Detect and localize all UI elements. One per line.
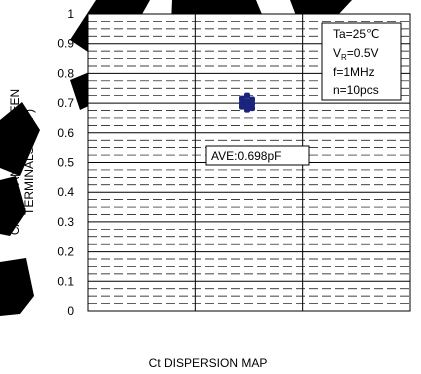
condition-vr: VR=0.5V <box>333 46 379 62</box>
data-point <box>244 92 250 99</box>
y-tick-label: 0.5 <box>57 156 74 170</box>
data-points <box>239 92 255 113</box>
condition-sample-count: n=10pcs <box>333 83 379 97</box>
y-axis-label-line-2: TERMINALS:Ct(pF) <box>22 109 36 215</box>
conditions-box: Ta=25℃ VR=0.5V f=1MHz n=10pcs <box>321 22 402 101</box>
condition-vr-prefix: V <box>333 46 341 60</box>
y-axis-label-line-1: CAPACITANCE BETWEEN <box>8 89 22 235</box>
condition-vr-value: =0.5V <box>347 46 379 60</box>
average-label: AVE:0.698pF <box>211 149 282 163</box>
y-tick-label: 0 <box>67 304 74 318</box>
y-tick-label: 0.3 <box>57 215 74 229</box>
data-point <box>239 103 245 110</box>
condition-frequency: f=1MHz <box>333 65 375 79</box>
chart-title: Ct DISPERSION MAP <box>149 356 268 370</box>
data-point <box>249 105 255 112</box>
y-tick-labels: 0 0.1 0.2 0.3 0.4 0.5 0.6 0.7 0.8 0.9 1 <box>57 7 74 318</box>
y-tick-label: 0.2 <box>57 245 74 259</box>
watermark-shape-6 <box>0 258 34 316</box>
y-tick-label: 1 <box>67 7 74 21</box>
y-tick-label: 0.8 <box>57 66 74 80</box>
y-tick-label: 0.4 <box>57 185 74 199</box>
y-tick-label: 0.6 <box>57 126 74 140</box>
average-box: AVE:0.698pF <box>205 145 310 166</box>
data-point <box>249 100 255 107</box>
data-point <box>239 95 245 102</box>
watermark-shape-4 <box>0 102 40 176</box>
y-tick-label: 0.7 <box>57 96 74 110</box>
condition-ta: Ta=25℃ <box>333 27 380 41</box>
y-axis-label: CAPACITANCE BETWEEN TERMINALS:Ct(pF) <box>8 89 36 235</box>
condition-vr-subscript: R <box>341 53 347 62</box>
y-tick-label: 0.9 <box>57 37 74 51</box>
y-tick-label: 0.1 <box>57 274 74 288</box>
data-point <box>244 106 250 113</box>
watermark-shape-5 <box>0 176 26 236</box>
